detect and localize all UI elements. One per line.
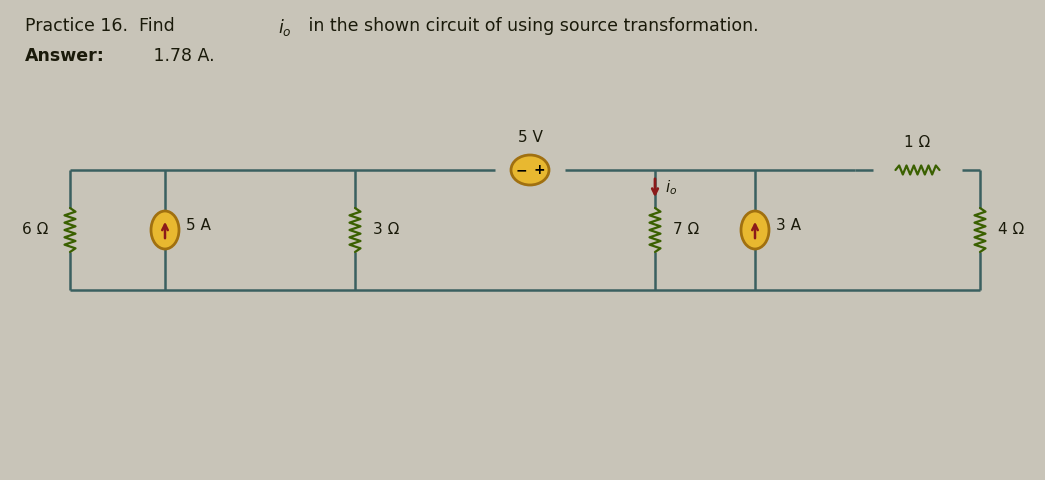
Ellipse shape [511, 155, 549, 185]
Text: 5 A: 5 A [186, 217, 211, 232]
Text: 1 Ω: 1 Ω [904, 135, 931, 150]
Text: $i_o$: $i_o$ [665, 179, 677, 197]
Text: in the shown circuit of using source transformation.: in the shown circuit of using source tra… [303, 17, 759, 35]
Text: Practice 16.  Find: Practice 16. Find [25, 17, 180, 35]
Text: +: + [533, 163, 544, 177]
Text: 6 Ω: 6 Ω [22, 223, 48, 238]
Text: 4 Ω: 4 Ω [998, 223, 1024, 238]
Text: −: − [515, 163, 527, 177]
Text: 7 Ω: 7 Ω [673, 223, 699, 238]
Text: $i_o$: $i_o$ [278, 17, 292, 38]
Text: 5 V: 5 V [517, 130, 542, 145]
Ellipse shape [150, 211, 179, 249]
Text: 3 A: 3 A [776, 217, 802, 232]
Text: 1.78 A.: 1.78 A. [148, 47, 214, 65]
Ellipse shape [741, 211, 769, 249]
Text: 3 Ω: 3 Ω [373, 223, 399, 238]
Text: Answer:: Answer: [25, 47, 105, 65]
